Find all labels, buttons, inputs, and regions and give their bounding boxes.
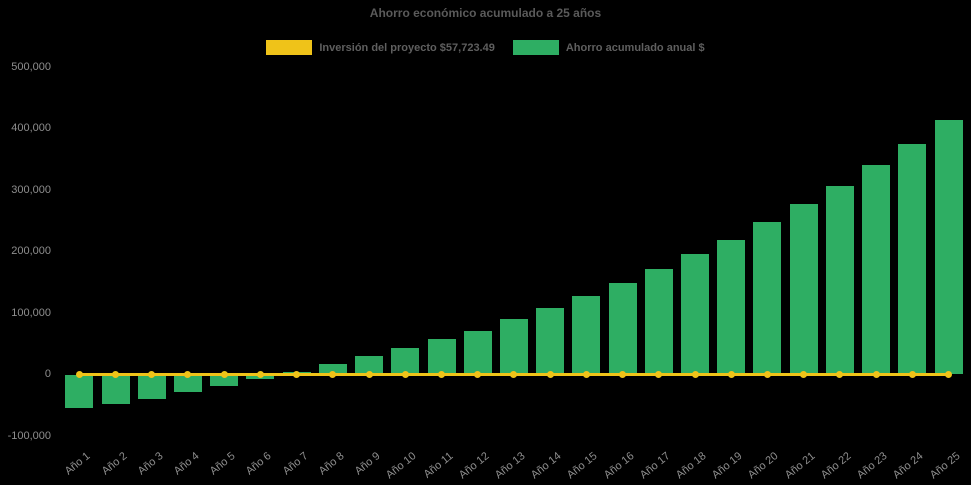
x-tick-label: Año 24: [891, 450, 926, 482]
y-tick-label: -100,000: [7, 429, 51, 442]
x-tick-label: Año 10: [384, 450, 419, 482]
bar-ano-1: [65, 374, 94, 409]
x-tick-label: Año 3: [135, 450, 166, 478]
line-point-ano-7: [293, 371, 301, 378]
line-point-ano-16: [619, 371, 627, 378]
line-point-ano-24: [908, 371, 916, 378]
bar-ano-5: [210, 374, 239, 387]
x-tick-label: Año 15: [565, 450, 600, 482]
line-point-ano-4: [184, 371, 192, 378]
legend: Inversión del proyecto $57,723.49 Ahorro…: [0, 40, 971, 55]
x-tick-label: Año 1: [62, 450, 93, 478]
line-point-ano-2: [112, 371, 120, 378]
line-point-ano-15: [582, 371, 590, 378]
bar-ano-18: [681, 254, 710, 375]
bar-ano-11: [427, 338, 456, 375]
y-tick-label: 200,000: [11, 245, 51, 257]
bar-ano-4: [173, 374, 202, 393]
line-point-ano-17: [655, 371, 663, 378]
bar-ano-25: [934, 120, 963, 375]
bar-ano-22: [825, 186, 854, 375]
bar-ano-12: [463, 330, 492, 375]
y-tick-label: 100,000: [11, 306, 51, 319]
bar-ano-17: [644, 269, 673, 375]
line-point-ano-25: [945, 371, 953, 378]
legend-label-investment: Inversión del proyecto $57,723.49: [319, 41, 495, 54]
bar-ano-13: [499, 318, 528, 375]
line-point-ano-11: [438, 371, 445, 378]
x-tick-label: Año 6: [244, 450, 274, 478]
bar-ano-2: [101, 374, 130, 404]
bar-ano-21: [789, 203, 818, 375]
legend-item-investment[interactable]: Inversión del proyecto $57,723.49: [266, 40, 495, 55]
x-tick-label: Año 9: [352, 450, 383, 478]
x-tick-label: Año 14: [529, 450, 564, 482]
line-point-ano-13: [510, 371, 518, 378]
legend-item-savings[interactable]: Ahorro acumulado anual $: [512, 40, 705, 55]
x-tick-label: Año 12: [456, 450, 492, 482]
line-point-ano-18: [691, 371, 699, 378]
x-tick-label: Año 8: [316, 450, 347, 478]
bar-ano-16: [608, 283, 637, 375]
x-tick-label: Año 22: [818, 450, 854, 482]
x-tick-label: Año 7: [280, 450, 311, 478]
line-point-ano-20: [763, 371, 771, 378]
bar-ano-20: [753, 221, 782, 375]
line-point-ano-1: [75, 371, 83, 378]
line-point-ano-6: [256, 371, 264, 378]
x-tick-label: Año 20: [746, 450, 782, 482]
bar-ano-19: [717, 239, 746, 375]
line-point-ano-23: [872, 371, 880, 378]
bar-ano-8: [318, 364, 347, 375]
line-point-ano-5: [220, 371, 228, 378]
line-point-ano-10: [401, 371, 409, 378]
line-point-ano-21: [800, 371, 808, 378]
chart-title: Ahorro económico acumulado a 25 años: [369, 6, 602, 20]
bar-ano-24: [898, 143, 927, 375]
line-point-ano-3: [148, 371, 156, 378]
y-tick-label: 400,000: [11, 122, 51, 134]
x-tick-label: Año 23: [855, 450, 890, 482]
line-point-ano-12: [474, 371, 482, 378]
x-tick-label: Año 21: [782, 450, 818, 482]
legend-swatch-investment: [266, 40, 313, 55]
line-point-ano-8: [329, 371, 337, 378]
y-tick-label: 300,000: [11, 183, 51, 196]
line-point-ano-19: [727, 371, 735, 378]
x-tick-label: Año 5: [207, 450, 238, 478]
line-point-ano-9: [365, 371, 373, 378]
y-tick-label: 0: [44, 368, 51, 380]
bar-ano-15: [572, 296, 601, 375]
x-tick-label: Año 25: [927, 450, 963, 482]
bar-ano-9: [355, 356, 384, 375]
x-tick-label: Año 4: [171, 450, 202, 478]
line-point-ano-22: [836, 371, 844, 378]
x-tick-label: Año 2: [99, 450, 130, 478]
x-tick-label: Año 16: [601, 450, 637, 482]
y-tick-label: 500,000: [11, 60, 51, 73]
line-point-ano-14: [546, 371, 554, 378]
bar-ano-14: [536, 308, 565, 375]
x-tick-label: Año 13: [492, 450, 528, 482]
legend-label-savings: Ahorro acumulado anual $: [565, 41, 705, 54]
bar-ano-10: [391, 348, 420, 375]
bar-ano-23: [862, 165, 891, 375]
x-tick-label: Año 17: [637, 450, 673, 482]
x-tick-label: Año 19: [710, 450, 745, 482]
x-tick-label: Año 11: [421, 450, 456, 481]
bar-ano-3: [137, 374, 166, 399]
x-tick-label: Año 18: [673, 450, 709, 482]
legend-swatch-savings: [512, 40, 559, 55]
